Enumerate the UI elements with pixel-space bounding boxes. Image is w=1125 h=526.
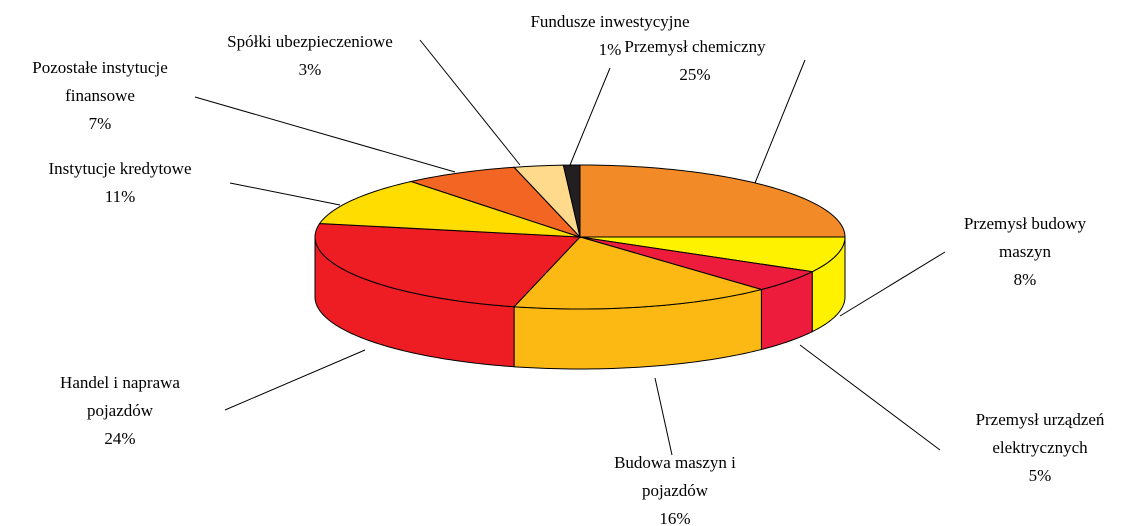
- slice-label: Przemysł budowy maszyn 8%: [950, 210, 1100, 294]
- value-label: 8%: [1013, 270, 1037, 289]
- category-label: Przemysł chemiczny: [624, 37, 766, 56]
- pie-slice: [562, 164, 581, 238]
- pie-slice: [314, 222, 582, 308]
- slice-label: Spółki ubezpieczeniowe 3%: [190, 28, 430, 84]
- value-label: 16%: [659, 509, 691, 526]
- slice-label: Fundusze inwestycyjne 1%: [490, 8, 730, 64]
- category-label: Fundusze inwestycyjne: [530, 12, 690, 31]
- category-label: Handel i naprawa pojazdów: [60, 373, 180, 420]
- pie-slice: [318, 181, 581, 238]
- pie-slice: [513, 236, 764, 310]
- slice-label: Przemysł urządzeń elektrycznych 5%: [950, 406, 1125, 490]
- leader-line: [654, 377, 673, 456]
- leader-line: [839, 251, 946, 317]
- category-label: Pozostałe instytucje finansowe: [32, 58, 168, 105]
- category-label: Budowa maszyn i pojazdów: [614, 453, 736, 500]
- leader-line: [754, 59, 806, 184]
- leader-line: [569, 67, 611, 166]
- value-label: 24%: [104, 429, 136, 448]
- category-label: Instytucje kredytowe: [48, 159, 192, 178]
- pie-slice: [579, 236, 814, 291]
- category-label: Przemysł budowy maszyn: [963, 214, 1087, 261]
- slice-label: Budowa maszyn i pojazdów 16%: [595, 449, 755, 526]
- category-label: Przemysł urządzeń elektrycznych: [975, 410, 1105, 457]
- leader-line: [419, 39, 521, 166]
- slice-label: Instytucje kredytowe 11%: [0, 155, 240, 211]
- leader-line: [229, 182, 341, 206]
- leader-line: [224, 349, 366, 411]
- value-label: 5%: [1028, 466, 1052, 485]
- value-label: 1%: [598, 40, 622, 59]
- pie-slice: [579, 164, 846, 238]
- leader-line: [799, 344, 941, 451]
- slice-label: Przemysł chemiczny 25%: [575, 33, 815, 89]
- leader-line: [194, 96, 456, 173]
- value-label: 25%: [679, 65, 711, 84]
- pie-slice: [409, 166, 581, 238]
- value-label: 7%: [88, 114, 112, 133]
- pie-slice: [579, 236, 846, 273]
- slice-label: Pozostałe instytucje finansowe 7%: [0, 54, 200, 138]
- slice-label: Handel i naprawa pojazdów 24%: [40, 369, 200, 453]
- pie-slice: [513, 164, 581, 239]
- value-label: 3%: [298, 60, 322, 79]
- category-label: Spółki ubezpieczeniowe: [227, 32, 393, 51]
- value-label: 11%: [104, 187, 136, 206]
